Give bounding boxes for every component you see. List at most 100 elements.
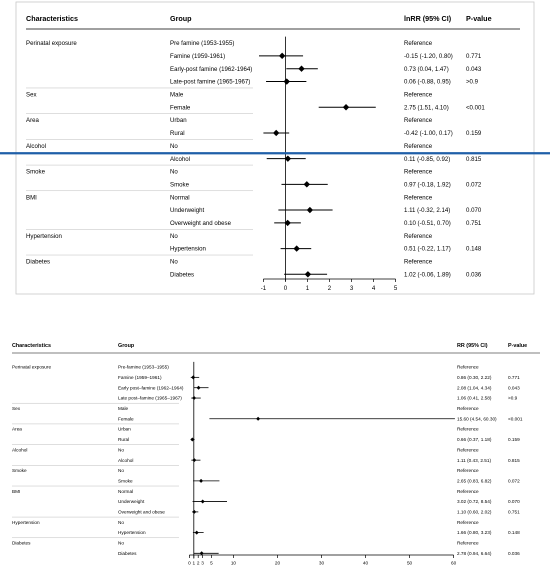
fig1-row-ci: Reference — [404, 92, 433, 99]
fig1-row-p-value: 0.036 — [466, 271, 482, 278]
fig1-point-estimate — [306, 206, 314, 214]
fig2-row-p-value: 0.159 — [508, 437, 520, 442]
fig2-row-ci: 1.10 (0.60, 2.02) — [457, 510, 492, 515]
fig1-row-group: Smoke — [170, 181, 190, 188]
fig2-row-group: Rural — [118, 437, 129, 442]
fig1-rows: Perinatal exposure Pre famine (1953-1955)… — [26, 40, 485, 278]
fig1-row-group: Urban — [170, 117, 187, 124]
fig1-row-ci: 0.11 (-0.85, 0.92) — [404, 156, 450, 163]
fig2-header-p-value: P-value — [508, 343, 527, 349]
fig2-point-estimate — [199, 478, 204, 483]
fig2-row-group: Diabetes — [118, 551, 137, 556]
fig2-row-ci: Reference — [457, 468, 479, 473]
fig2-row-ci: 2.65 (0.83, 6.82) — [457, 478, 492, 483]
fig1-row-group: Late-post famine (1965-1967) — [170, 79, 250, 86]
fig2-row-group: Famine (1959–1961) — [118, 375, 162, 380]
fig1-axis-tick-label: 1 — [306, 285, 310, 292]
fig1-point-estimate — [283, 78, 290, 85]
fig1-row-ci: Reference — [404, 194, 433, 201]
fig1-row-group: Rural — [170, 130, 185, 137]
fig1-row-p-value: <0.001 — [466, 104, 485, 111]
fig1-row-ci: 0.97 (-0.18, 1.92) — [404, 181, 451, 188]
fig1-row-group: Male — [170, 92, 184, 99]
fig2-row-ci: Reference — [457, 406, 479, 411]
fig1-row-ci: -0.15 (-1.20, 0.80) — [404, 53, 453, 60]
fig1-row-ci: -0.42 (-1.00, 0.17) — [404, 130, 453, 137]
fig2-axis-tick-label: 0 — [188, 561, 191, 566]
fig2-row-ci: Reference — [457, 365, 479, 370]
fig2-row-characteristic: Alcohol — [12, 447, 27, 452]
fig2-row-p-value: <0.001 — [508, 416, 523, 421]
fig1-point-estimate — [342, 104, 350, 111]
fig2-axis-tick-label: 1 — [193, 561, 196, 566]
fig1-point-estimate — [284, 219, 291, 227]
fig1-point-estimate — [284, 155, 292, 162]
fig2-row-ci: Reference — [457, 520, 479, 525]
fig2-row-group: Overweight and obese — [118, 510, 165, 515]
fig2-rows: Perinatal exposure Pre-famine (1953–1955)… — [12, 365, 523, 556]
fig2-row-ci: 0.66 (0.37, 1.18) — [457, 437, 492, 442]
fig2-axis-tick-label: 10 — [231, 561, 237, 566]
fig1-row-p-value: 0.072 — [466, 181, 482, 188]
fig2-axis-tick-label: 3 — [201, 561, 204, 566]
fig2-row-group: Hypertension — [118, 530, 146, 535]
fig1-row-characteristic: Area — [26, 117, 39, 124]
fig1-row-group: Early-post famine (1962-1964) — [170, 66, 252, 73]
fig2-header-characteristics: Characteristics — [12, 343, 51, 349]
fig1-row-ci: Reference — [404, 143, 433, 150]
fig2-row-group: Pre-famine (1953–1955) — [118, 365, 169, 370]
fig1-row-characteristic: BMI — [26, 194, 37, 201]
fig1-row-ci: Reference — [404, 40, 433, 47]
fig1-point-estimate — [293, 245, 300, 252]
fig2-row-p-value: 0.751 — [508, 510, 520, 515]
fig1-row-ci: Reference — [404, 169, 433, 176]
fig2-row-group: Normal — [118, 489, 133, 494]
fig2-point-estimate — [200, 499, 205, 504]
fig2-row-p-value: >0.9 — [508, 396, 518, 401]
fig1-row-characteristic: Smoke — [26, 169, 46, 176]
fig1-header-ci: lnRR (95% CI) — [404, 14, 452, 23]
fig1-row-ci: 1.11 (-0.32, 2.14) — [404, 207, 450, 214]
fig2-row-ci: 3.02 (0.72, 8.54) — [457, 499, 492, 504]
fig2-axis-tick-label: 2 — [197, 561, 200, 566]
fig1-axis-tick-label: 3 — [350, 285, 354, 292]
fig2-row-ci: Reference — [457, 447, 479, 452]
fig2-row-p-value: 0.771 — [508, 375, 520, 380]
fig1-row-p-value: 0.070 — [466, 207, 482, 214]
fig1-row-characteristic: Hypertension — [26, 233, 62, 240]
fig1-row-group: Famine (1959-1961) — [170, 53, 225, 60]
fig2-header-group: Group — [118, 343, 135, 349]
fig2-row-group: No — [118, 520, 124, 525]
fig1-axis-tick-label: 4 — [372, 285, 376, 292]
fig2-point-estimate — [199, 551, 204, 556]
forest-plot-lnrr: Characteristics Group lnRR (95% CI) P-va… — [0, 1, 550, 295]
fig2-row-group: Smoke — [118, 478, 133, 483]
fig2-axis-tick-label: 50 — [407, 561, 413, 566]
fig2-row-p-value: 0.815 — [508, 458, 520, 463]
fig2-point-estimate — [194, 530, 199, 535]
fig2-row-ci: 0.86 (0.30, 2.22) — [457, 375, 492, 380]
fig2-point-estimate — [191, 375, 196, 380]
fig2-axis-tick-label: 5 — [210, 561, 213, 566]
fig2-row-p-value: 0.043 — [508, 385, 520, 390]
fig2-point-estimate — [192, 458, 197, 463]
fig1-row-group: Diabetes — [170, 271, 194, 278]
fig1-header: Characteristics Group lnRR (95% CI) P-va… — [26, 14, 520, 30]
fig2-axis-tick-label: 60 — [451, 561, 457, 566]
fig1-row-p-value: 0.751 — [466, 220, 482, 227]
fig1-row-ci: Reference — [404, 117, 433, 124]
fig1-row-group: Alcohol — [170, 156, 190, 163]
fig2-row-characteristic: Diabetes — [12, 541, 31, 546]
fig1-axis-tick-label: 5 — [394, 285, 398, 292]
fig2-row-group: No — [118, 468, 124, 473]
fig1-row-ci: 0.73 (0.04, 1.47) — [404, 66, 449, 73]
fig1-row-group: Female — [170, 104, 191, 111]
fig2-x-axis: 0 1 2 3 5 10 20 30 40 50 60 — [188, 554, 457, 566]
fig1-row-ci: Reference — [404, 233, 433, 240]
fig1-row-group: No — [170, 259, 178, 266]
fig1-header-p-value: P-value — [466, 14, 492, 23]
fig1-row-group: Overweight and obese — [170, 220, 232, 227]
fig1-row-p-value: 0.159 — [466, 130, 482, 137]
fig2-row-group: Alcohol — [118, 458, 133, 463]
fig2-row-ci: 1.11 (0.43, 2.51) — [457, 458, 491, 463]
